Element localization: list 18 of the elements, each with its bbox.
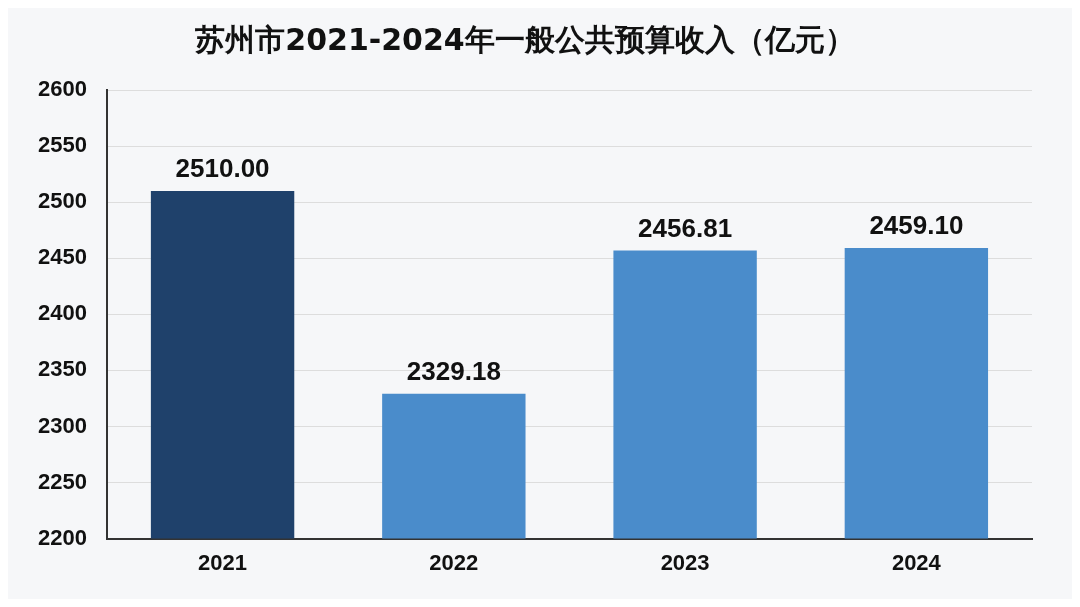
y-tick-label: 2250 bbox=[37, 468, 87, 494]
y-tick-label: 2400 bbox=[37, 300, 87, 326]
y-tick-label: 2200 bbox=[37, 524, 87, 550]
data-label: 2456.81 bbox=[638, 212, 733, 243]
y-tick-label: 2450 bbox=[37, 244, 87, 270]
data-label: 2510.00 bbox=[175, 153, 270, 184]
y-tick-label: 2300 bbox=[37, 412, 87, 438]
x-tick-label: 2024 bbox=[891, 549, 942, 575]
data-label: 2329.18 bbox=[406, 355, 501, 386]
y-tick-label: 2350 bbox=[37, 356, 87, 382]
x-tick-label: 2022 bbox=[429, 549, 479, 575]
chart-title: 苏州市2021-2024年一般公共预算收入（亿元） bbox=[194, 21, 855, 57]
y-tick-label: 2550 bbox=[37, 132, 87, 158]
data-label: 2459.10 bbox=[869, 210, 964, 241]
y-tick-label: 2500 bbox=[37, 188, 87, 214]
y-tick-label: 2600 bbox=[37, 76, 87, 102]
x-tick-label: 2023 bbox=[660, 549, 710, 575]
x-tick-label: 2021 bbox=[198, 549, 248, 575]
